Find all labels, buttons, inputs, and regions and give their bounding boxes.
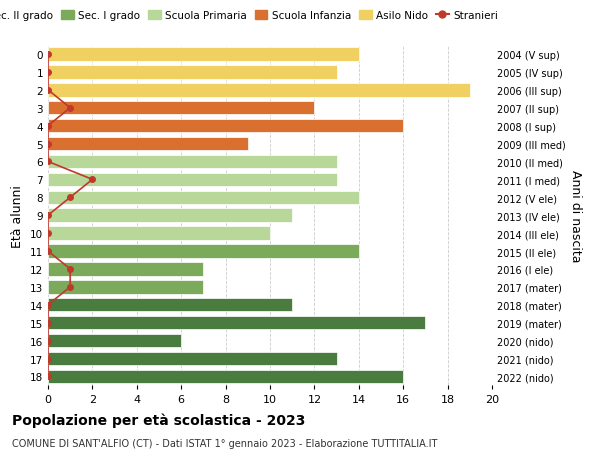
Bar [48, 209, 292, 223]
Bar [48, 174, 337, 187]
Text: Popolazione per età scolastica - 2023: Popolazione per età scolastica - 2023 [12, 413, 305, 428]
Legend: Sec. II grado, Sec. I grado, Scuola Primaria, Scuola Infanzia, Asilo Nido, Stran: Sec. II grado, Sec. I grado, Scuola Prim… [0, 7, 502, 25]
Bar [48, 84, 470, 97]
Bar [48, 227, 270, 241]
Bar [48, 120, 403, 133]
Bar [48, 298, 292, 312]
Bar [48, 370, 403, 383]
Bar [48, 138, 248, 151]
Bar [48, 280, 203, 294]
Bar [48, 191, 359, 205]
Bar [48, 316, 425, 330]
Bar [48, 66, 337, 79]
Bar [48, 102, 314, 115]
Bar [48, 48, 359, 62]
Bar [48, 156, 337, 169]
Bar [48, 352, 337, 365]
Y-axis label: Età alunni: Età alunni [11, 185, 25, 247]
Bar [48, 263, 203, 276]
Y-axis label: Anni di nascita: Anni di nascita [569, 169, 582, 262]
Bar [48, 334, 181, 347]
Text: COMUNE DI SANT'ALFIO (CT) - Dati ISTAT 1° gennaio 2023 - Elaborazione TUTTITALIA: COMUNE DI SANT'ALFIO (CT) - Dati ISTAT 1… [12, 438, 437, 448]
Bar [48, 245, 359, 258]
